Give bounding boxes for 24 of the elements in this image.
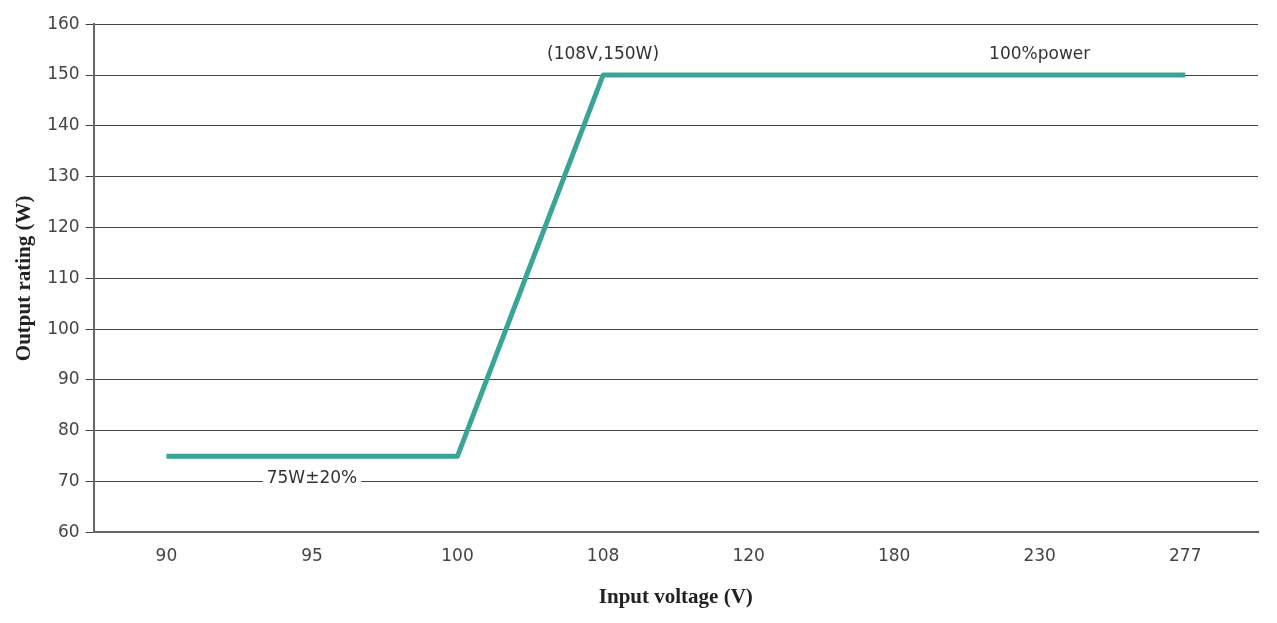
x-tick-label: 90 <box>155 545 178 566</box>
x-tick-label: 108 <box>586 545 620 566</box>
y-tick-label: 140 <box>47 114 80 135</box>
y-tick-label: 90 <box>58 368 80 389</box>
x-tick-label: 180 <box>877 545 911 566</box>
annotation: 75W±20% <box>266 467 358 488</box>
annotation: 100%power <box>989 42 1091 63</box>
y-axis-title: Output rating (W) <box>11 195 36 362</box>
y-tick-label: 120 <box>47 215 80 236</box>
x-tick-label: 120 <box>732 545 765 566</box>
y-tick-label: 100 <box>47 317 80 338</box>
x-tick-label: 100 <box>441 545 474 566</box>
y-tick-label: 110 <box>47 266 80 287</box>
y-tick-label: 160 <box>47 12 80 33</box>
y-tick-label: 70 <box>58 470 80 490</box>
x-tick-label: 277 <box>1169 545 1202 566</box>
annotation: (108V,150W) <box>547 42 660 63</box>
y-tick-label: 80 <box>58 419 80 440</box>
x-tick-label: 230 <box>1023 545 1056 566</box>
x-axis-title: Input voltage (V) <box>598 583 753 608</box>
y-tick-label: 60 <box>58 520 80 541</box>
y-tick-label: 130 <box>47 165 80 186</box>
y-tick-label: 150 <box>47 63 80 84</box>
x-tick-label: 95 <box>301 545 323 566</box>
